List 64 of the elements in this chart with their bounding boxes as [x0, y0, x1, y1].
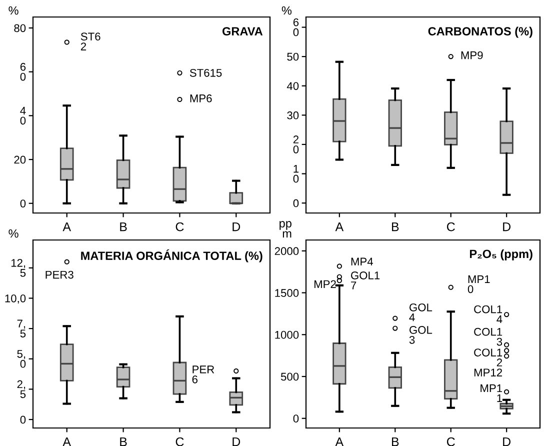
- annotation: MP1 1: [480, 384, 502, 402]
- y-tick-label: 2000: [274, 247, 299, 256]
- x-tick-label: D: [503, 437, 510, 446]
- y-tick-label: 500: [280, 372, 299, 381]
- annotation: MP2: [314, 280, 336, 288]
- annotation: ST615: [190, 68, 222, 77]
- y-tick-label: 12, 5: [11, 258, 26, 277]
- annotation: MP1 0: [468, 275, 490, 294]
- y-tick-label: 5, 0: [17, 350, 26, 368]
- x-tick-label: C: [446, 222, 455, 232]
- x-tick-label: B: [392, 437, 399, 446]
- x-tick-label: C: [176, 437, 184, 446]
- annotation: MP6: [190, 94, 212, 102]
- y-axis-title: %: [8, 229, 18, 238]
- x-tick-label: A: [62, 222, 71, 232]
- y-tick-label: 2 0: [293, 136, 299, 154]
- x-tick-label: A: [62, 437, 71, 446]
- x-tick-label: B: [392, 222, 399, 232]
- annotation: MP12: [474, 368, 502, 376]
- y-axis-title: %: [8, 6, 18, 15]
- y-axis-title: pp m: [280, 221, 292, 238]
- y-tick-label: 10,0: [5, 294, 26, 304]
- annotation: COL1 2: [474, 348, 502, 366]
- annotation: GOL1 7: [351, 271, 380, 290]
- x-tick-label: D: [503, 222, 510, 232]
- y-tick-label: 0: [293, 199, 299, 208]
- x-tick-label: B: [120, 437, 127, 446]
- y-tick-label: 0: [293, 414, 299, 423]
- x-tick-label: A: [335, 437, 344, 446]
- text: P₂O₅ (ppm): [470, 249, 532, 260]
- y-tick-label: 7, 5: [17, 320, 26, 338]
- y-tick-label: 4 0: [20, 106, 26, 125]
- annotation: COL1 3: [474, 328, 502, 346]
- y-tick-label: 6 0: [20, 62, 26, 81]
- text: GRAVA: [222, 27, 263, 36]
- x-tick-label: C: [446, 437, 455, 446]
- y-tick-label: 1500: [275, 289, 299, 297]
- y-tick-label: 30: [287, 111, 299, 120]
- y-tick-label: 6 0: [293, 18, 299, 36]
- x-tick-label: B: [120, 222, 127, 232]
- annotation: GOL 3: [409, 326, 432, 344]
- x-tick-label: D: [232, 437, 240, 446]
- y-tick-label: 1 0: [293, 164, 299, 183]
- annotation: GOL 4: [409, 303, 432, 322]
- annotation: PER 6: [192, 366, 214, 384]
- text: CARBONATOS (%): [428, 26, 532, 38]
- y-tick-label: 1000: [275, 330, 299, 339]
- annotation: MP4: [351, 258, 373, 266]
- y-tick-label: 2, 5: [17, 380, 26, 398]
- y-tick-label: 20: [14, 156, 26, 164]
- y-axis-title: %: [282, 6, 292, 15]
- y-tick-label: 0: [20, 416, 26, 424]
- y-tick-label: 40: [286, 82, 299, 90]
- annotation: COL1 4: [474, 305, 502, 324]
- y-tick-label: 50: [287, 52, 299, 61]
- y-tick-label: 80: [14, 24, 26, 32]
- annotation: MP9: [461, 51, 483, 60]
- annotation: PER3: [46, 270, 74, 279]
- x-tick-label: C: [176, 222, 184, 232]
- x-tick-label: D: [232, 222, 240, 232]
- y-tick-label: 0: [20, 200, 26, 208]
- x-tick-label: A: [335, 222, 344, 232]
- text: MATERIA ORGÁNICA TOTAL (%): [81, 249, 262, 262]
- annotation: ST6 2: [80, 32, 100, 50]
